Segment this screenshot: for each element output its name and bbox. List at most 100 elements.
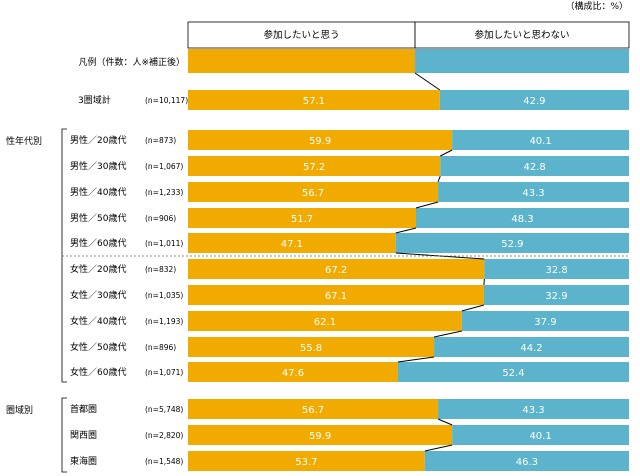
bar-no <box>424 451 629 471</box>
value-label-yes: 62.1 <box>314 317 336 328</box>
connector-line <box>424 444 453 452</box>
connector-line <box>437 418 453 426</box>
row-label: 男性／50歳代 <box>70 212 126 224</box>
bar-no <box>397 362 629 382</box>
bar-yes <box>188 130 453 150</box>
row-label: 関西圏 <box>70 430 97 441</box>
bar-yes <box>188 311 462 331</box>
value-label-yes: 56.7 <box>302 188 324 199</box>
unit-note: （構成比：%） <box>565 0 628 12</box>
value-label-yes: 67.2 <box>325 265 347 276</box>
bar-no <box>395 233 629 253</box>
bar-no <box>483 285 629 305</box>
value-label-yes: 59.9 <box>309 136 331 147</box>
row-n-label: (n=2,820) <box>145 431 183 440</box>
value-label-yes: 53.7 <box>295 457 317 468</box>
value-label-no: 42.8 <box>523 162 545 173</box>
legend-bar-yes <box>188 49 416 73</box>
value-label-no: 46.3 <box>516 457 538 468</box>
value-label-yes: 47.6 <box>282 368 304 379</box>
value-label-yes: 56.7 <box>302 405 324 416</box>
legend-row-label: 凡例（件数：人※補正後） <box>78 56 185 68</box>
header-cell-no <box>414 21 630 49</box>
row-n-label: (n=1,548) <box>145 457 183 466</box>
value-label-yes: 47.1 <box>281 239 303 250</box>
row-n-label: (n=1,071) <box>145 368 183 377</box>
legend-bar-no <box>415 49 629 73</box>
row-label: 女性／20歳代 <box>70 263 126 275</box>
row-label: 男性／20歳代 <box>70 134 126 146</box>
value-label-no: 40.1 <box>529 431 551 442</box>
connector-line <box>414 72 441 91</box>
row-n-label: (n=5,748) <box>145 405 183 414</box>
connector-line <box>397 356 435 363</box>
group-bracket-region <box>61 397 67 473</box>
value-label-no: 43.3 <box>522 405 544 416</box>
bar-yes <box>188 233 396 253</box>
row-n-label: (n=896) <box>145 343 176 352</box>
bar-yes <box>188 182 439 202</box>
value-label-yes: 57.1 <box>303 96 325 107</box>
row-label: 女性／40歳代 <box>70 315 126 327</box>
row-n-label: (n=832) <box>145 265 176 274</box>
bar-yes <box>188 285 484 305</box>
value-label-yes: 55.8 <box>300 343 322 354</box>
connector-line <box>433 330 462 338</box>
value-label-yes: 67.1 <box>325 291 347 302</box>
row-label: 女性／60歳代 <box>70 366 126 378</box>
connector-line <box>440 149 453 157</box>
bar-yes <box>188 425 453 445</box>
value-label-no: 42.9 <box>523 96 545 107</box>
value-label-no: 44.2 <box>520 343 542 354</box>
value-label-no: 52.4 <box>502 368 524 379</box>
bar-no <box>439 90 629 110</box>
bar-no <box>434 337 629 357</box>
bar-no <box>440 156 629 176</box>
row-label: 男性／60歳代 <box>70 237 126 249</box>
row-label: 男性／40歳代 <box>70 186 126 198</box>
connector-line <box>437 175 441 183</box>
row-label: 東海圏 <box>70 455 97 467</box>
value-label-no: 40.1 <box>529 136 551 147</box>
bar-yes <box>188 90 440 110</box>
row-n-label: (n=1,067) <box>145 162 183 171</box>
value-label-no: 32.9 <box>545 291 567 302</box>
row-label: 首都圏 <box>70 403 97 415</box>
row-label: 男性／30歳代 <box>70 160 126 172</box>
group-label: 性年代別 <box>6 135 42 147</box>
row-n-label: (n=1,233) <box>145 188 183 197</box>
value-label-no: 37.9 <box>534 317 556 328</box>
connector-line <box>395 252 485 260</box>
row-label: 女性／50歳代 <box>70 341 126 353</box>
bar-no <box>484 259 629 279</box>
row-n-label: (n=1,011) <box>145 239 183 248</box>
value-label-no: 48.3 <box>511 214 533 225</box>
row-n-label: (n=873) <box>145 136 176 145</box>
connector-line <box>461 304 485 312</box>
value-label-yes: 59.9 <box>309 431 331 442</box>
value-label-yes: 51.7 <box>291 214 313 225</box>
bar-no <box>415 208 629 228</box>
row-label: 女性／30歳代 <box>70 289 126 301</box>
group-bracket-sex-age <box>61 128 67 383</box>
bar-no <box>438 399 629 419</box>
row-n-label: (n=1,035) <box>145 291 183 300</box>
bar-no <box>461 311 629 331</box>
value-label-yes: 57.2 <box>303 162 325 173</box>
legend-label-yes: 参加したいと思う <box>264 29 340 41</box>
bar-yes <box>188 362 398 382</box>
row-label: 3圏域計 <box>78 94 111 106</box>
bar-no <box>452 130 629 150</box>
legend-label-no: 参加したいと思わない <box>475 29 570 41</box>
header-cell-yes <box>187 21 416 49</box>
bar-yes <box>188 337 435 357</box>
group-label: 圏域別 <box>6 404 33 416</box>
value-label-no: 32.8 <box>546 265 568 276</box>
bar-yes <box>188 156 441 176</box>
bar-no <box>452 425 629 445</box>
connector-line <box>415 201 439 209</box>
row-n-label: (n=10,117) <box>145 96 188 105</box>
row-n-label: (n=1,193) <box>145 317 183 326</box>
value-label-no: 43.3 <box>522 188 544 199</box>
